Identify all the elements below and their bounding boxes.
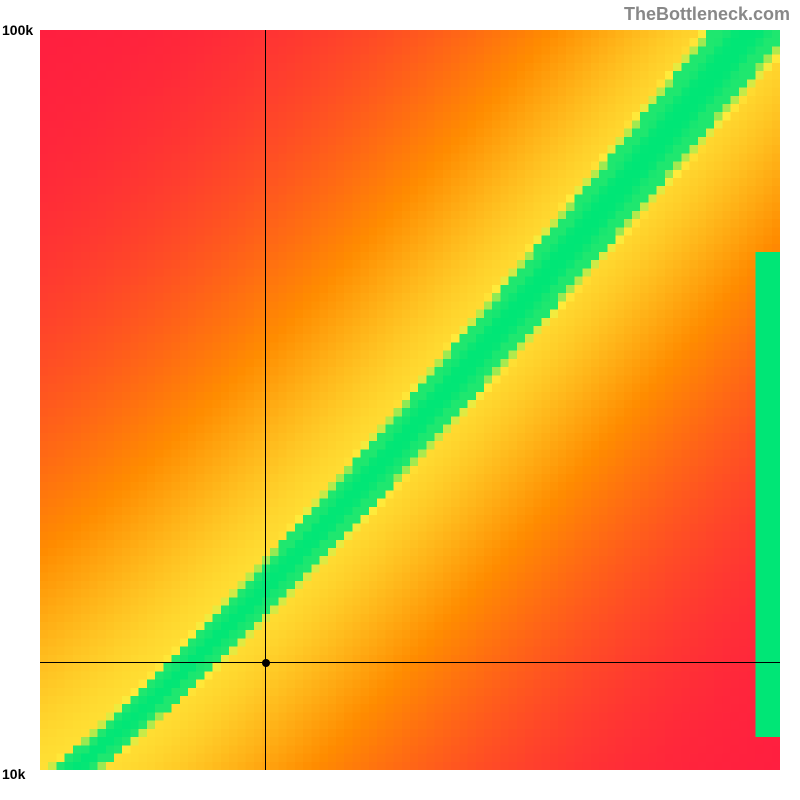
crosshair-marker <box>262 659 270 667</box>
y-axis-top-label: 100k <box>2 22 33 38</box>
plot-area <box>40 30 780 770</box>
heatmap-canvas <box>40 30 780 770</box>
crosshair-horizontal <box>40 662 780 663</box>
watermark-text: TheBottleneck.com <box>624 4 790 25</box>
chart-container: TheBottleneck.com 100k 10k <box>0 0 800 800</box>
y-axis-bottom-label: 10k <box>2 766 25 782</box>
